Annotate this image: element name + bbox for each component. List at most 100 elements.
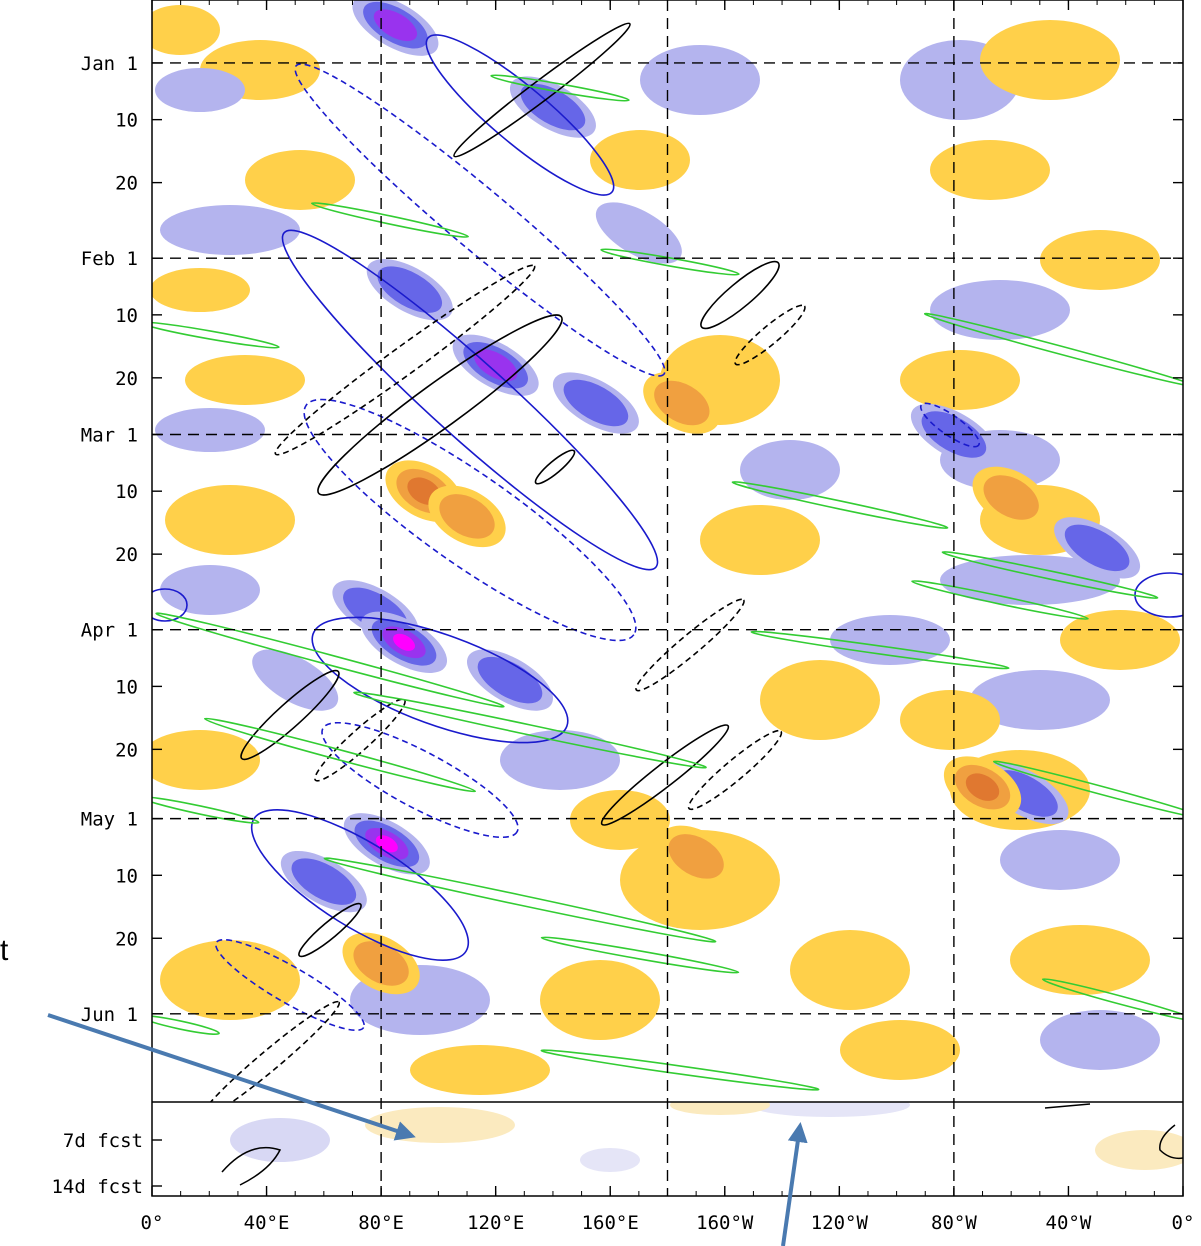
x-tick-label: 0° [141, 1212, 164, 1234]
pos-light-region [152, 730, 260, 790]
er-contour [240, 669, 340, 761]
y-tick-label: 10 [115, 305, 138, 327]
neg-light-region [740, 440, 840, 500]
y-tick-label: Apr 1 [81, 620, 138, 642]
negative-anomaly-cell [474, 349, 518, 382]
neg-light-region [830, 615, 950, 665]
cutoff-text: t [0, 934, 9, 967]
negative-anomaly-cell [477, 656, 543, 704]
pos-light-region [900, 350, 1020, 410]
pos-light-region [790, 930, 910, 1010]
arrow-up [781, 1122, 808, 1246]
kelvin-contour [490, 74, 630, 102]
background-field [152, 5, 1180, 1095]
neg-light-region [580, 1148, 640, 1172]
pos-light-region [700, 505, 820, 575]
y-tick-label: Jun 1 [81, 1004, 138, 1026]
negative-anomaly-cell [563, 379, 629, 427]
er-contour [534, 449, 576, 485]
y-tick-label: 20 [115, 544, 138, 566]
er-contour [298, 902, 362, 958]
kelvin-contour [600, 248, 740, 276]
er-contour [221, 1146, 282, 1186]
er-contour [317, 314, 563, 496]
kelvin-contour [155, 612, 505, 708]
er-contour [700, 260, 780, 330]
kelvin-contour [992, 760, 1183, 820]
pos-light-region [900, 690, 1000, 750]
er-contour [1044, 1103, 1091, 1109]
mjo-contour [303, 398, 637, 642]
kelvin-contour [911, 580, 1089, 620]
positive-anomaly-cell [439, 494, 495, 539]
negative-anomaly-cell [291, 858, 357, 905]
axes: 0° 40°E 80°E 120°E 160°E 160°W 120°W 80°W 40°W 0°… [51, 0, 1194, 1234]
y-tick-label: 10 [115, 676, 138, 698]
er-contour [600, 724, 730, 826]
y-tick-label: 10 [115, 110, 138, 132]
er-contour [199, 1000, 341, 1102]
pos-light-region [540, 960, 660, 1040]
negative-anomaly-cell [373, 9, 418, 42]
x-tick-label: 160°E [582, 1212, 639, 1234]
negative-anomaly-cell [393, 633, 415, 651]
y-tick-label: 20 [115, 173, 138, 195]
neg-light-region [1040, 1010, 1160, 1070]
x-tick-label: 0° [1172, 1212, 1195, 1234]
pos-light-region [165, 485, 295, 555]
kelvin-contour [203, 717, 477, 793]
pos-light-region [152, 5, 220, 55]
er-contour [453, 22, 631, 158]
y-tick-label: Mar 1 [81, 425, 138, 447]
er-contour [1159, 1124, 1183, 1160]
neg-light-region [155, 68, 245, 112]
pos-light-region [840, 1020, 960, 1080]
y-tick-label: Jan 1 [81, 53, 138, 75]
neg-light-region [500, 730, 620, 790]
kelvin-contour [323, 857, 717, 943]
mjo-contour [311, 616, 569, 744]
x-tick-label: 40°W [1046, 1212, 1092, 1234]
kelvin-contour [540, 936, 740, 974]
negative-anomaly-cell [252, 649, 339, 711]
mjo-contour [152, 588, 188, 622]
forecast-label: 7d fcst [63, 1130, 143, 1152]
y-tick-label: 20 [115, 739, 138, 761]
pos-light-region [365, 1107, 515, 1143]
y-tick-label: 10 [115, 865, 138, 887]
neg-light-region [930, 280, 1070, 340]
er-contour [734, 304, 806, 366]
negative-anomaly-cell [595, 202, 682, 264]
plot-area [151, 0, 1184, 1197]
kelvin-contour [310, 202, 470, 238]
negative-anomaly-cell [1064, 524, 1130, 572]
pos-light-region [590, 130, 690, 190]
positive-anomaly-cell [983, 475, 1039, 520]
pos-light-region [570, 790, 670, 850]
kelvin-contour [731, 480, 949, 530]
pos-light-region [760, 660, 880, 740]
er-contour [635, 598, 745, 692]
mjo-contour [425, 34, 615, 196]
y-tick-label: May 1 [81, 809, 138, 831]
neg-light-region [155, 408, 265, 452]
kelvin-contour [152, 796, 260, 824]
contours [152, 22, 1183, 1102]
er-contour [274, 264, 536, 456]
kelvin-contour [540, 1049, 820, 1091]
pos-light-region [410, 1045, 550, 1095]
neg-light-region [160, 565, 260, 615]
y-tick-label: 10 [115, 481, 138, 503]
neg-light-region [970, 670, 1110, 730]
kelvin-contour [941, 550, 1159, 600]
negative-anomaly-cell [377, 266, 443, 313]
forecast-label: 14d fcst [51, 1176, 143, 1198]
x-tick-label: 80°W [931, 1212, 977, 1234]
positive-anomaly-cell [668, 834, 724, 879]
pos-light-region [930, 140, 1050, 200]
x-tick-label: 160°W [696, 1212, 754, 1234]
pos-light-region [160, 940, 300, 1020]
pos-light-region [1060, 610, 1180, 670]
mjo-contour [294, 63, 666, 377]
